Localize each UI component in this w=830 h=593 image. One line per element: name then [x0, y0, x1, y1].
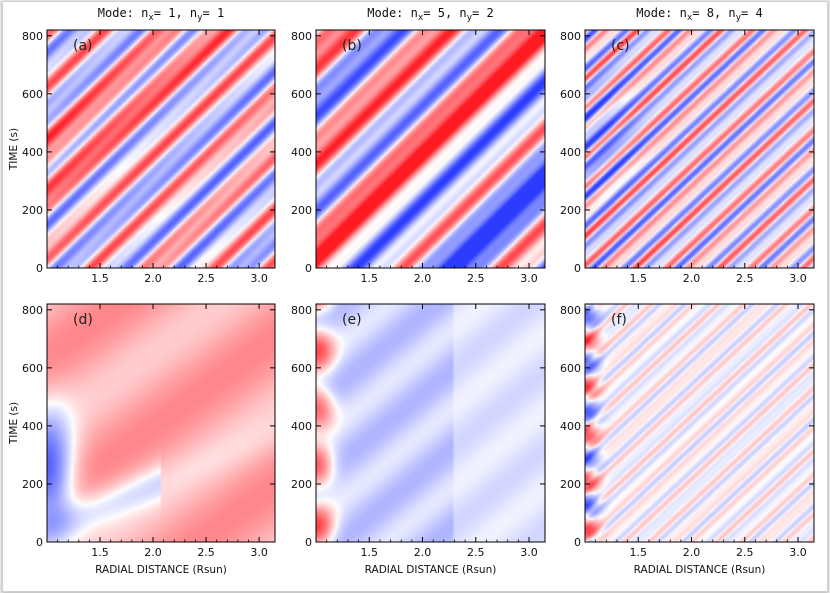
- y-tick-label: 200: [291, 478, 312, 491]
- y-tick-label: 600: [22, 88, 43, 101]
- x-tick-label: 2.0: [683, 272, 701, 285]
- y-tick-label: 400: [560, 146, 581, 159]
- y-tick-label: 800: [22, 304, 43, 317]
- y-tick-label: 600: [291, 88, 312, 101]
- x-tick-label: 1.5: [630, 272, 648, 285]
- axes-box: [46, 303, 276, 543]
- x-tick-label: 2.5: [736, 272, 754, 285]
- x-tick-label: 1.5: [91, 272, 109, 285]
- y-tick-label: 600: [560, 88, 581, 101]
- x-tick-label: 3.0: [520, 546, 538, 559]
- y-tick-label: 600: [291, 362, 312, 375]
- panel-c: (c) 1.5 2.0 2.5 3.0 0 200 400 600 800 Mode: nx= 8,…: [560, 6, 815, 285]
- x-tick-label: 2.5: [467, 272, 485, 285]
- heatmap-image: [47, 30, 275, 268]
- y-tick-label: 0: [36, 536, 43, 549]
- heatmap-image: [316, 304, 545, 542]
- y-tick-label: 800: [560, 304, 581, 317]
- y-tick-label: 0: [574, 536, 581, 549]
- y-tick-label: 200: [291, 204, 312, 217]
- y-tick-label: 200: [22, 478, 43, 491]
- panel-b: (b) 1.5 2.0 2.5 3.0 0 200 400 600 800 Mode: nx= 5,…: [291, 6, 546, 285]
- y-tick-label: 800: [291, 30, 312, 43]
- y-tick-label: 400: [291, 146, 312, 159]
- y-tick-label: 200: [560, 478, 581, 491]
- panel-d: (d) 1.5 2.0 2.5 3.0 0 200 400 600 800 TIME (s) RADI…: [8, 303, 276, 576]
- x-tick-label: 3.0: [789, 272, 807, 285]
- x-tick-label: 3.0: [250, 272, 268, 285]
- axes-box: [584, 303, 815, 543]
- y-tick-label: 400: [22, 146, 43, 159]
- y-tick-label: 400: [560, 420, 581, 433]
- y-tick-label: 0: [36, 262, 43, 275]
- heatmap-image: [585, 304, 814, 542]
- x-tick-label: 1.5: [630, 546, 648, 559]
- x-tick-label: 2.0: [414, 272, 432, 285]
- y-tick-label: 800: [560, 30, 581, 43]
- column-title: Mode: nx= 8, ny= 4: [636, 6, 762, 23]
- panel-a: (a) 1.5 2.0 2.5 3.0 0 200 400 600 800 TIME (s) Mode…: [8, 6, 276, 285]
- column-title: Mode: nx= 1, ny= 1: [98, 6, 224, 23]
- panel-tag: (a): [73, 38, 93, 54]
- axes-box: [584, 29, 815, 269]
- y-tick-label: 0: [305, 262, 312, 275]
- axes-box: [46, 29, 276, 269]
- x-tick-label: 2.5: [467, 546, 485, 559]
- y-tick-label: 800: [291, 304, 312, 317]
- column-title: Mode: nx= 5, ny= 2: [367, 6, 493, 23]
- x-axis-title: RADIAL DISTANCE (Rsun): [95, 564, 227, 576]
- y-tick-label: 200: [560, 204, 581, 217]
- x-axis-title: RADIAL DISTANCE (Rsun): [634, 564, 766, 576]
- x-tick-label: 3.0: [520, 272, 538, 285]
- heatmap-image: [585, 30, 814, 268]
- axes-box: [315, 29, 546, 269]
- x-tick-label: 1.5: [361, 272, 379, 285]
- x-tick-label: 2.5: [197, 272, 215, 285]
- x-tick-label: 1.5: [91, 546, 109, 559]
- x-tick-label: 1.5: [361, 546, 379, 559]
- y-tick-label: 600: [560, 362, 581, 375]
- y-axis-title: TIME (s): [8, 402, 20, 445]
- x-tick-label: 2.0: [144, 272, 162, 285]
- y-axis-title: TIME (s): [8, 128, 20, 171]
- y-tick-label: 200: [22, 204, 43, 217]
- y-tick-label: 800: [22, 30, 43, 43]
- panel-tag: (e): [342, 312, 362, 328]
- panel-tag: (b): [342, 38, 362, 54]
- y-tick-label: 0: [305, 536, 312, 549]
- x-tick-label: 3.0: [250, 546, 268, 559]
- panel-tag: (c): [611, 38, 630, 54]
- x-tick-label: 3.0: [789, 546, 807, 559]
- panel-tag: (d): [73, 312, 93, 328]
- heatmap-image: [316, 30, 545, 268]
- panel-e: (e) 1.5 2.0 2.5 3.0 0 200 400 600 800 RADIAL DISTA…: [291, 303, 546, 576]
- x-axis-title: RADIAL DISTANCE (Rsun): [365, 564, 497, 576]
- y-tick-label: 0: [574, 262, 581, 275]
- panel-f: (f) 1.5 2.0 2.5 3.0 0 200 400 600 800 RADIAL DISTA…: [560, 303, 815, 576]
- x-tick-label: 2.5: [197, 546, 215, 559]
- y-tick-label: 400: [291, 420, 312, 433]
- x-tick-label: 2.0: [683, 546, 701, 559]
- y-tick-label: 600: [22, 362, 43, 375]
- y-tick-label: 400: [22, 420, 43, 433]
- x-tick-label: 2.5: [736, 546, 754, 559]
- x-tick-label: 2.0: [414, 546, 432, 559]
- x-tick-label: 2.0: [144, 546, 162, 559]
- heatmap-image: [47, 304, 275, 542]
- panel-tag: (f): [611, 312, 627, 328]
- axes-box: [315, 303, 546, 543]
